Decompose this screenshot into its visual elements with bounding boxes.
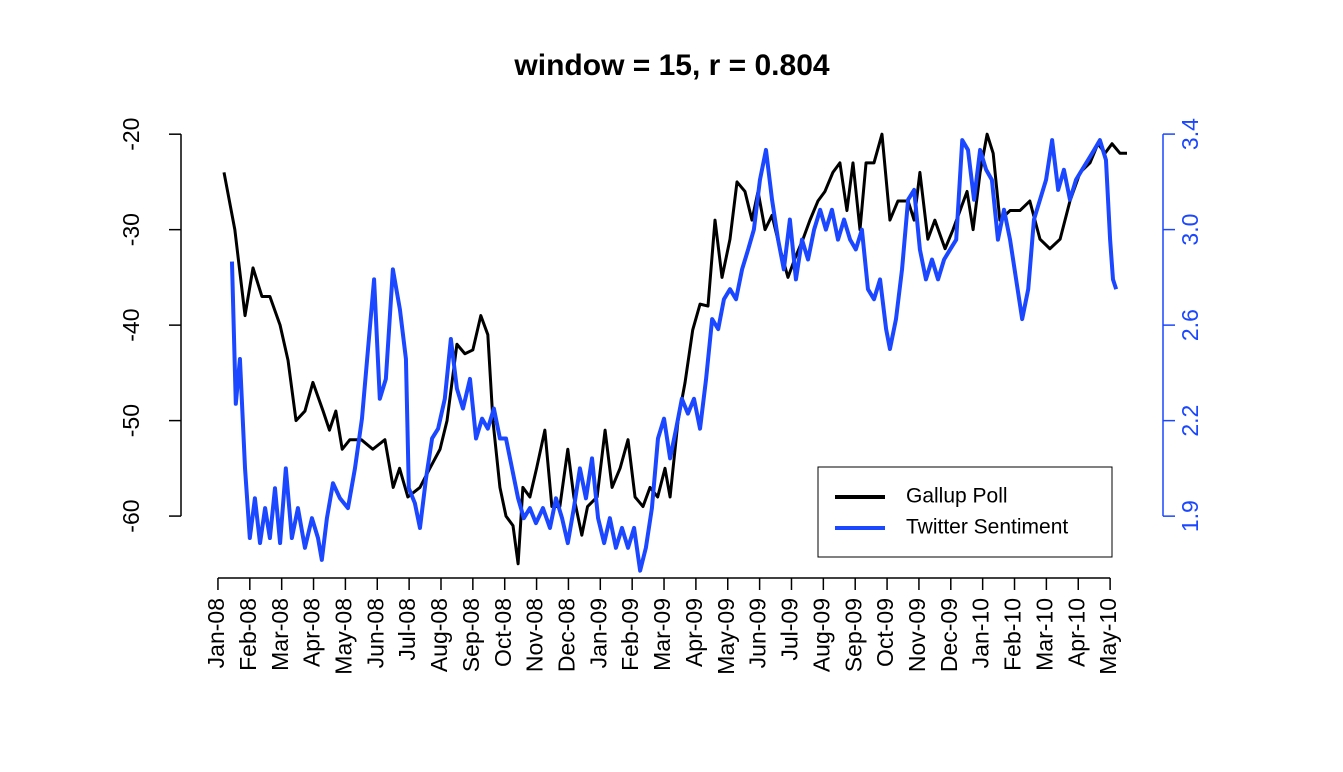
- x-tick-label: Apr-10: [1063, 598, 1089, 667]
- y-tick-label: -50: [118, 404, 144, 437]
- series-line: [229, 138, 1119, 573]
- x-tick-label: Oct-09: [872, 598, 898, 667]
- x-tick-label: Jan-09: [585, 598, 611, 668]
- x-tick-label: Oct-08: [490, 598, 516, 667]
- x-tick-label: Jul-09: [777, 598, 803, 661]
- x-tick-label: Jan-08: [203, 598, 229, 668]
- x-tick-label: May-08: [330, 598, 356, 675]
- y2-tick-label: 1.9: [1177, 500, 1203, 532]
- legend: Gallup Poll Twitter Sentiment: [817, 466, 1113, 558]
- x-tick-label: Jun-09: [745, 598, 771, 668]
- x-tick-label: May-09: [713, 598, 739, 675]
- x-tick-label: Apr-09: [681, 598, 707, 667]
- y-tick-label: -20: [118, 118, 144, 151]
- legend-label: Gallup Poll: [906, 485, 1008, 508]
- x-tick-label: Aug-09: [808, 598, 834, 672]
- x-tick-label: Feb-08: [235, 598, 261, 671]
- y-tick-label: -30: [118, 213, 144, 246]
- y2-tick-label: 2.2: [1177, 405, 1203, 437]
- y-tick-label: -40: [118, 309, 144, 342]
- x-tick-label: Nov-09: [904, 598, 930, 672]
- x-tick-label: Mar-09: [649, 598, 675, 671]
- x-tick-label: Feb-09: [617, 598, 643, 671]
- x-tick-label: Dec-08: [554, 598, 580, 672]
- x-tick-label: Jul-08: [394, 598, 420, 661]
- legend-box: [817, 466, 1113, 558]
- x-tick-label: Nov-08: [522, 598, 548, 672]
- x-tick-label: Sep-08: [458, 598, 484, 672]
- x-tick-label: Jan-10: [968, 598, 994, 668]
- chart-title: window = 15, r = 0.804: [513, 49, 829, 82]
- x-tick-label: Aug-08: [426, 598, 452, 672]
- x-tick-label: Mar-10: [1031, 598, 1057, 671]
- x-tick-label: May-10: [1095, 598, 1121, 675]
- y-tick-label: -60: [118, 499, 144, 532]
- x-tick-label: Apr-08: [299, 598, 325, 667]
- x-tick-label: Mar-08: [267, 598, 293, 671]
- x-tick-label: Feb-10: [1000, 598, 1026, 671]
- y2-tick-label: 2.6: [1177, 309, 1203, 341]
- x-tick-label: Sep-09: [840, 598, 866, 672]
- y2-tick-label: 3.0: [1177, 214, 1203, 246]
- x-tick-label: Dec-09: [936, 598, 962, 672]
- y2-tick-label: 3.4: [1177, 118, 1203, 150]
- legend-label: Twitter Sentiment: [906, 516, 1068, 539]
- x-tick-label: Jun-08: [362, 598, 388, 668]
